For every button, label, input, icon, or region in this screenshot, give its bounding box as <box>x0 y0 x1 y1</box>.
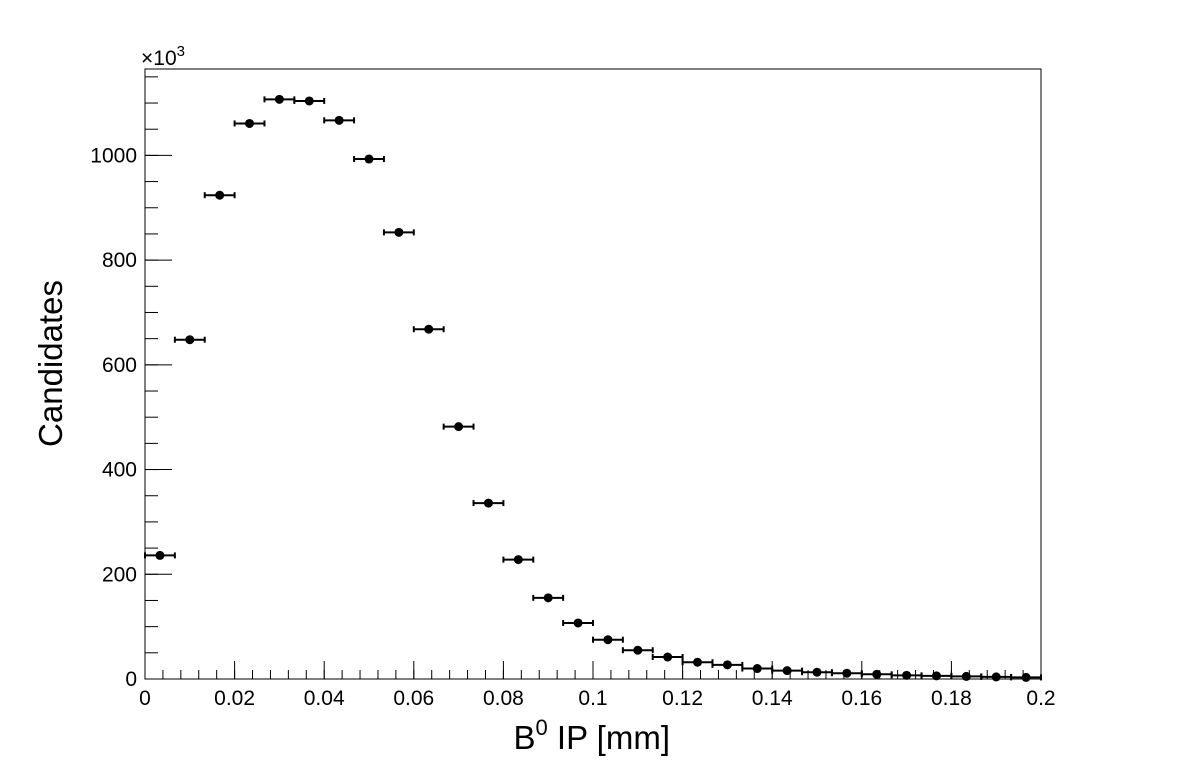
y-multiplier-label: ×103 <box>141 43 185 70</box>
data-marker <box>752 664 762 674</box>
y-tick-label: 400 <box>102 459 137 482</box>
y-axis-ticks <box>145 76 172 680</box>
data-marker <box>573 618 583 628</box>
data-marker <box>842 668 852 678</box>
data-marker <box>812 667 822 677</box>
data-marker <box>633 645 643 655</box>
data-marker <box>185 335 195 345</box>
data-marker <box>961 671 971 681</box>
data-point <box>801 667 833 677</box>
data-point <box>591 635 624 645</box>
y-axis-title: Candidates <box>32 280 69 447</box>
data-point <box>143 550 176 560</box>
plot-frame <box>144 68 1042 680</box>
data-point <box>203 190 236 200</box>
x-tick-label: 0 <box>139 687 151 710</box>
data-point <box>1010 672 1043 682</box>
data-marker <box>274 94 284 104</box>
data-point <box>830 668 863 678</box>
data-marker <box>215 190 225 200</box>
data-marker <box>991 672 1001 682</box>
x-tick-label: 0.12 <box>662 687 703 710</box>
data-point <box>442 422 475 432</box>
data-points <box>143 94 1043 682</box>
data-point <box>890 670 923 680</box>
data-marker <box>155 550 165 560</box>
x-tick-label: 0.04 <box>304 687 345 710</box>
data-point <box>771 666 804 676</box>
data-marker <box>483 498 493 508</box>
y-tick-label: 200 <box>102 563 137 586</box>
data-marker <box>931 671 941 681</box>
data-point <box>472 498 505 508</box>
data-marker <box>603 635 613 645</box>
x-tick-label: 0.1 <box>578 687 607 710</box>
x-tick-label: 0.02 <box>214 687 255 710</box>
x-tick-label: 0.16 <box>841 687 882 710</box>
data-marker <box>693 657 703 667</box>
data-marker <box>454 422 464 432</box>
x-axis-title: B0 IP [mm] <box>513 715 670 756</box>
data-marker <box>513 555 523 565</box>
data-marker <box>902 670 912 680</box>
data-point <box>412 324 445 334</box>
y-tick-label: 800 <box>102 249 137 272</box>
data-point <box>233 118 266 128</box>
data-marker <box>663 652 673 662</box>
data-point <box>980 672 1013 682</box>
data-point <box>502 555 535 565</box>
data-marker <box>722 660 732 670</box>
data-point <box>621 645 654 655</box>
data-marker <box>872 669 882 679</box>
data-marker <box>1021 672 1031 682</box>
data-marker <box>304 96 314 106</box>
data-marker <box>245 118 255 128</box>
data-marker <box>364 154 374 164</box>
data-marker <box>543 593 553 603</box>
data-marker <box>394 227 404 237</box>
x-tick-label: 0.14 <box>752 687 793 710</box>
data-point <box>950 671 983 681</box>
data-point <box>293 96 326 106</box>
data-point <box>323 115 356 125</box>
x-tick-label: 0.18 <box>931 687 972 710</box>
y-tick-label: 600 <box>102 354 137 377</box>
data-point <box>681 657 714 667</box>
data-point <box>532 593 565 603</box>
x-tick-label: 0.08 <box>483 687 524 710</box>
data-point <box>263 94 296 104</box>
data-point <box>711 660 744 670</box>
data-point <box>860 669 893 679</box>
data-point <box>173 335 206 345</box>
data-marker <box>334 115 344 125</box>
x-tick-label: 0.2 <box>1026 687 1055 710</box>
data-point <box>651 652 684 662</box>
x-tick-label: 0.06 <box>393 687 434 710</box>
data-point <box>353 154 385 164</box>
y-tick-label: 0 <box>125 668 137 691</box>
y-tick-label: 1000 <box>90 144 137 167</box>
data-point <box>562 618 595 628</box>
data-point <box>741 664 774 674</box>
x-axis-tick-labels: 0 0.02 0.04 0.06 0.08 0.1 0.12 0.14 0.16 0.18 0.2 <box>139 687 1055 710</box>
data-point <box>382 227 415 237</box>
data-marker <box>424 324 434 334</box>
data-marker <box>782 666 792 676</box>
y-axis-tick-labels: 0 200 400 600 800 1000 <box>90 144 137 691</box>
